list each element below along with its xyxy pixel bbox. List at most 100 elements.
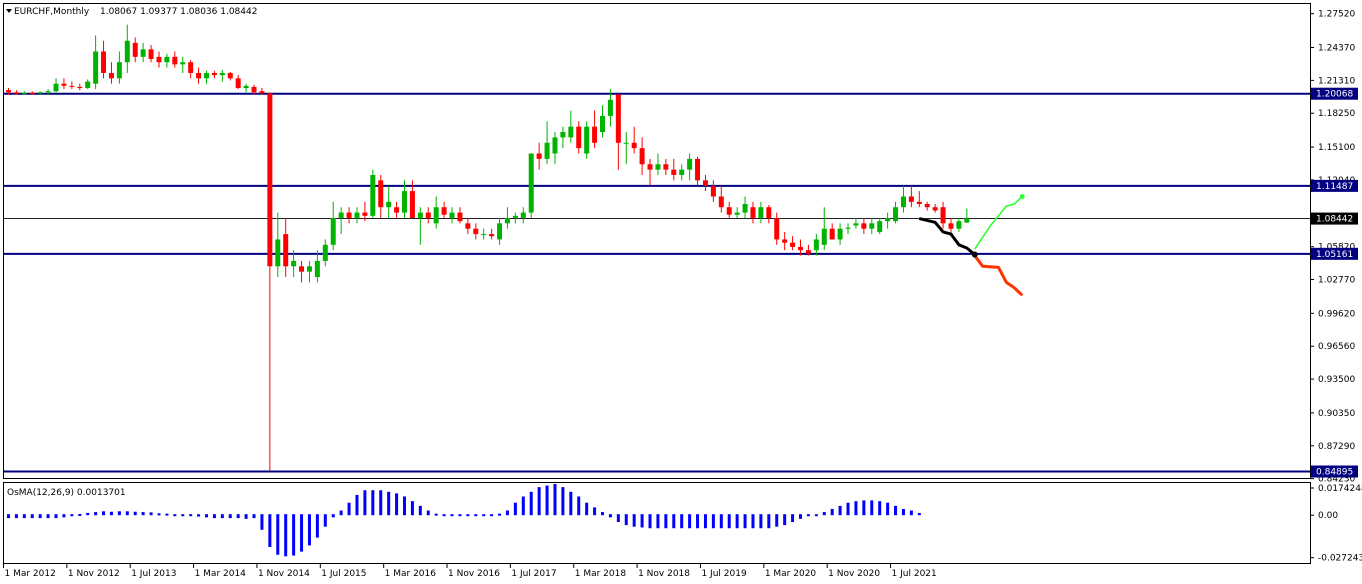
candle-31 (251, 84, 257, 95)
level-label-3: 0.84895 (1316, 468, 1353, 478)
price-tick-label-6: 1.05820 (1318, 243, 1355, 253)
candle-55 (441, 201, 447, 218)
osma-bar-67 (537, 487, 541, 516)
time-tick-label-3: 1 Mar 2014 (195, 569, 247, 579)
candle-11 (93, 35, 99, 90)
osma-bar-6 (54, 514, 58, 519)
candle-body-55 (441, 207, 447, 215)
candle-53 (425, 207, 431, 224)
osma-bar-27 (220, 514, 224, 519)
osma-bar-10 (86, 512, 90, 516)
osma-bar-32 (260, 514, 264, 530)
candle-103 (821, 207, 827, 251)
candle-48 (386, 185, 392, 218)
candle-1 (13, 90, 19, 95)
osma-bar-69 (553, 484, 557, 516)
time-tick-label-2: 1 Jul 2013 (131, 569, 176, 579)
osma-bar-98 (783, 514, 787, 526)
candle-body-106 (845, 227, 851, 229)
candle-body-59 (473, 228, 479, 235)
candle-body-36 (291, 260, 297, 267)
osma-bar-42 (339, 510, 343, 516)
candle-91 (726, 201, 732, 218)
candle-body-105 (837, 228, 843, 240)
candle-body-49 (394, 207, 400, 213)
candle-111 (885, 212, 891, 229)
candle-body-72 (576, 126, 582, 149)
osma-bar-61 (490, 514, 494, 517)
osma-bar-31 (252, 514, 256, 519)
osma-bar-56 (450, 514, 454, 517)
candle-32 (259, 87, 265, 95)
candle-29 (235, 75, 241, 90)
candle-97 (774, 212, 780, 245)
candle-body-103 (821, 228, 827, 245)
candle-body-97 (774, 217, 780, 240)
candle-body-60 (481, 234, 487, 236)
candle-body-73 (584, 126, 590, 154)
candle-body-63 (504, 217, 510, 224)
osma-bar-55 (442, 514, 446, 517)
candle-5 (45, 89, 51, 95)
osma-bar-38 (307, 514, 311, 546)
candle-46 (370, 169, 376, 218)
candle-body-69 (552, 137, 558, 154)
candle-87 (695, 156, 701, 186)
price-tick-label-1: 1.24370 (1318, 44, 1355, 54)
price-tick-label-13: 0.84230 (1318, 475, 1355, 485)
osma-bar-49 (395, 493, 399, 516)
candle-body-113 (900, 196, 906, 208)
osma-bar-25 (205, 514, 208, 518)
candle-4 (37, 91, 43, 95)
candle-body-41 (330, 217, 336, 245)
candle-39 (314, 250, 320, 283)
candle-2 (21, 91, 27, 95)
candle-body-57 (457, 212, 463, 222)
osma-bar-47 (379, 490, 383, 516)
support-resistance-levels (4, 92, 1310, 473)
osma-bar-102 (814, 514, 818, 517)
candle-body-107 (853, 223, 859, 226)
candle-51 (409, 180, 415, 218)
candle-body-91 (726, 207, 732, 215)
time-tick-label-4: 1 Nov 2014 (258, 569, 310, 579)
candle-body-92 (734, 212, 740, 215)
candle-body-121 (964, 218, 970, 223)
candle-89 (710, 180, 716, 202)
candle-body-101 (805, 250, 811, 254)
osma-bar-91 (727, 514, 731, 529)
candle-body-95 (758, 207, 764, 218)
time-tick-label-7: 1 Nov 2016 (448, 569, 500, 579)
osma-bar-33 (268, 514, 272, 547)
candle-106 (845, 223, 851, 235)
osma-bar-77 (616, 514, 620, 522)
candle-88 (702, 174, 708, 192)
candle-114 (908, 185, 914, 208)
candle-64 (512, 212, 518, 224)
candle-44 (354, 207, 360, 224)
candle-body-117 (932, 207, 938, 211)
candle-body-77 (615, 94, 621, 143)
osma-bar-50 (403, 496, 406, 516)
candle-body-5 (45, 91, 51, 93)
candle-94 (750, 201, 756, 224)
osma-bar-57 (458, 514, 462, 517)
time-tick-label-6: 1 Mar 2016 (385, 569, 437, 579)
candle-body-0 (6, 90, 11, 93)
osma-bar-18 (149, 512, 153, 516)
osma-bar-41 (331, 514, 335, 518)
price-tick-label-7: 1.02770 (1318, 276, 1355, 286)
candle-body-120 (956, 221, 962, 229)
candle-body-37 (299, 266, 305, 272)
level-label-bg-0 (1311, 87, 1358, 100)
candle-120 (956, 217, 962, 232)
osma-bar-82 (656, 514, 660, 529)
osma-bar-87 (696, 514, 700, 529)
symbol-dropdown-icon[interactable] (6, 9, 12, 13)
price-tick-label-10: 0.93500 (1318, 375, 1355, 385)
candle-92 (734, 207, 740, 218)
candle-body-32 (259, 91, 265, 94)
osma-bar-81 (648, 514, 652, 529)
